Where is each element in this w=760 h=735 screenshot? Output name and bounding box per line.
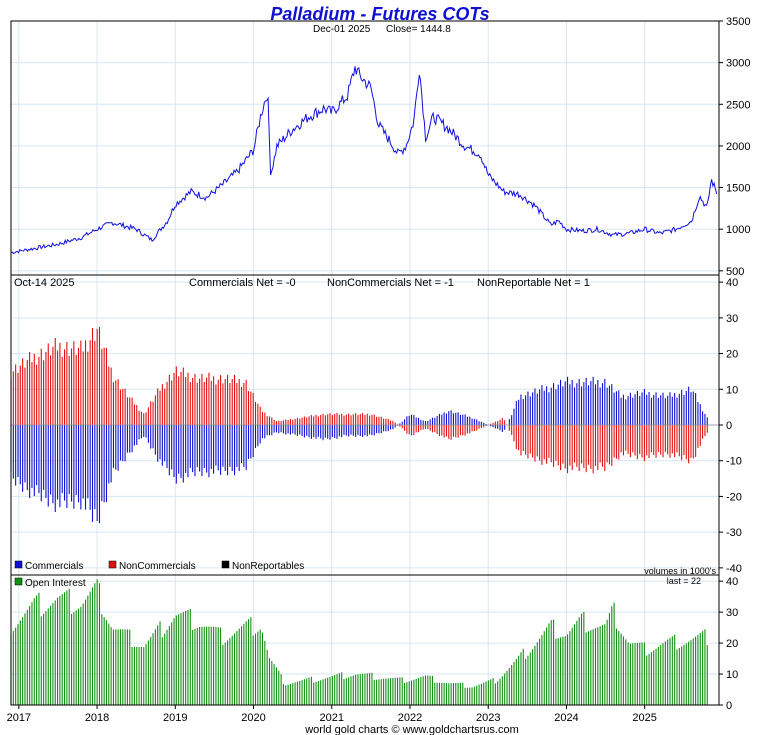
legend-noncommercials-label: NonCommercials [119, 561, 196, 572]
legend-noncommercials-swatch [108, 560, 117, 569]
legend-open-interest-swatch [14, 577, 23, 586]
x-tick-label: 2019 [163, 712, 187, 724]
volume-note: volumes in 1000's [644, 566, 716, 576]
price-tick-label: 3500 [726, 16, 750, 28]
price-tick-label: 1000 [726, 224, 750, 236]
oi-tick-label: 30 [726, 607, 738, 619]
price-tick-label: 3000 [726, 58, 750, 70]
price-tick-label: 1500 [726, 183, 750, 195]
x-tick-label: 2017 [7, 712, 31, 724]
price-series-line [10, 66, 718, 255]
legend-commercials-swatch [14, 560, 23, 569]
price-date-label: Dec-01 2025 [313, 24, 371, 35]
net-tick-label: 20 [726, 349, 738, 361]
net-tick-label: 10 [726, 384, 738, 396]
net-tick-label: 30 [726, 313, 738, 325]
x-tick-label: 2018 [85, 712, 109, 724]
net-tick-label: 40 [726, 277, 738, 289]
net-tick-label: -40 [726, 563, 742, 575]
net-tick-label: -10 [726, 456, 742, 468]
legend-commercials-label: Commercials [25, 561, 83, 572]
legend-open-interest-label: Open Interest [25, 578, 86, 589]
net-date-label: Oct-14 2025 [14, 277, 75, 289]
x-tick-label: 2022 [398, 712, 422, 724]
oi-tick-label: 0 [726, 700, 732, 712]
net-tick-label: 0 [726, 420, 732, 432]
price-close-label: Close= 1444.8 [386, 24, 451, 35]
price-tick-label: 2000 [726, 141, 750, 153]
chart-title: Palladium - Futures COTs [270, 4, 489, 24]
oi-tick-label: 40 [726, 576, 738, 588]
price-tick-label: 500 [726, 266, 744, 278]
x-tick-label: 2024 [554, 712, 578, 724]
oi-tick-label: 20 [726, 638, 738, 650]
price-panel-frame [10, 20, 720, 276]
x-tick-label: 2020 [241, 712, 265, 724]
last-value-note: last = 22 [667, 576, 701, 586]
oi-panel-frame [10, 574, 720, 706]
net-tick-label: -30 [726, 527, 742, 539]
x-tick-label: 2025 [632, 712, 656, 724]
x-tick-label: 2023 [476, 712, 500, 724]
legend-nonreportables-label: NonReportables [232, 561, 304, 572]
price-tick-label: 2500 [726, 99, 750, 111]
noncommercials-net-label: NonCommercials Net = -1 [327, 277, 454, 289]
legend-nonreportables-swatch [221, 560, 230, 569]
oi-tick-label: 10 [726, 669, 738, 681]
x-tick-label: 2021 [320, 712, 344, 724]
nonreportable-net-label: NonReportable Net = 1 [477, 277, 590, 289]
commercials-net-label: Commercials Net = -0 [189, 277, 296, 289]
footer-credit: world gold charts © www.goldchartsrus.co… [304, 724, 519, 735]
net-tick-label: -20 [726, 491, 742, 503]
